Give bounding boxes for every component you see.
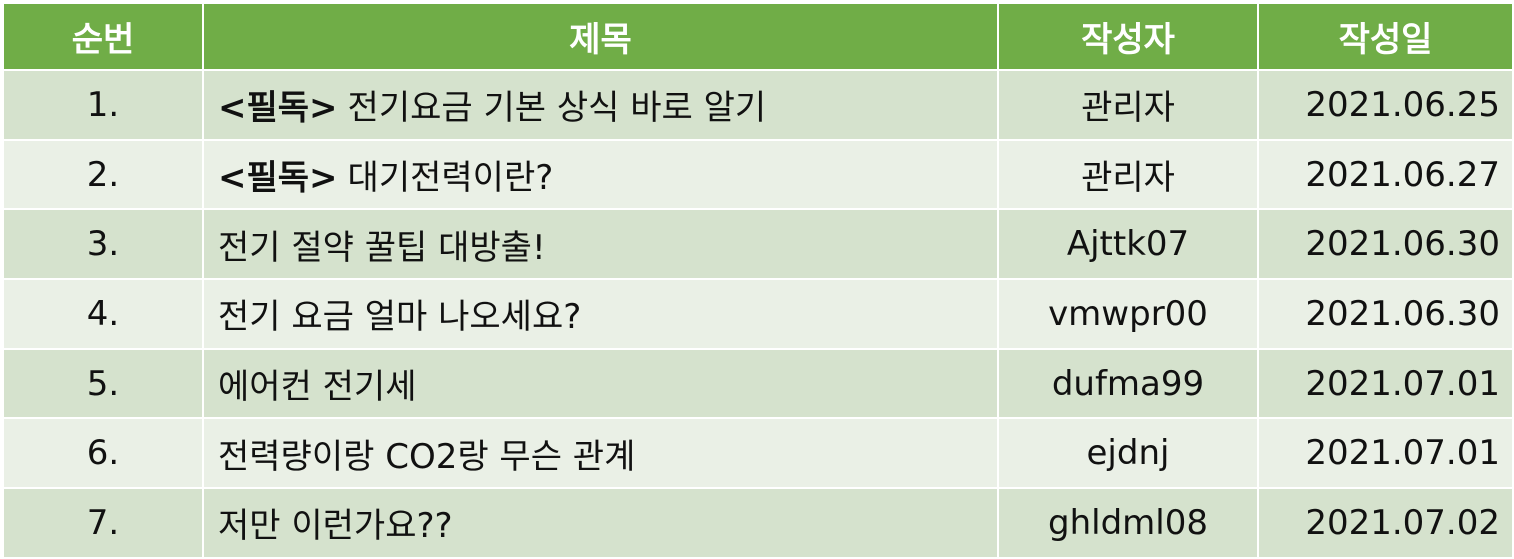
must-read-tag: <필독> (218, 158, 338, 199)
column-header-number[interactable]: 순번 (2, 2, 204, 71)
post-title-cell[interactable]: 전력량이랑 CO2랑 무슨 관계 (202, 417, 999, 490)
table-row[interactable]: 7. 저만 이런가요?? ghldml08 2021.07.02 (2, 487, 1514, 559)
column-header-author[interactable]: 작성자 (997, 2, 1259, 71)
post-title-cell[interactable]: <필독> 전기요금 기본 상식 바로 알기 (202, 69, 999, 141)
post-author: ejdnj (997, 417, 1259, 490)
post-number: 4. (2, 278, 204, 350)
column-header-title[interactable]: 제목 (202, 2, 999, 71)
post-title-cell[interactable]: <필독> 대기전력이란? (202, 138, 999, 211)
post-number: 2. (2, 138, 204, 211)
column-header-date[interactable]: 작성일 (1257, 2, 1514, 71)
post-title[interactable]: 전력량이랑 CO2랑 무슨 관계 (218, 436, 636, 477)
post-author: 관리자 (997, 69, 1259, 141)
post-date: 2021.06.30 (1257, 278, 1514, 350)
table-row[interactable]: 5. 에어컨 전기세 dufma99 2021.07.01 (2, 347, 1514, 420)
table-row[interactable]: 2. <필독> 대기전력이란? 관리자 2021.06.27 (2, 138, 1514, 211)
post-author: 관리자 (997, 138, 1259, 211)
table-row[interactable]: 6. 전력량이랑 CO2랑 무슨 관계 ejdnj 2021.07.01 (2, 417, 1514, 490)
post-number: 7. (2, 487, 204, 559)
post-title-cell[interactable]: 에어컨 전기세 (202, 347, 999, 420)
table-header-row: 순번 제목 작성자 작성일 (2, 2, 1514, 71)
post-date: 2021.07.02 (1257, 487, 1514, 559)
post-title[interactable]: 전기 절약 꿀팁 대방출! (218, 227, 546, 268)
post-date: 2021.07.01 (1257, 347, 1514, 420)
table-row[interactable]: 1. <필독> 전기요금 기본 상식 바로 알기 관리자 2021.06.25 (2, 69, 1514, 141)
post-date: 2021.07.01 (1257, 417, 1514, 490)
table-row[interactable]: 3. 전기 절약 꿀팁 대방출! Ajttk07 2021.06.30 (2, 208, 1514, 281)
post-author: dufma99 (997, 347, 1259, 420)
post-title[interactable]: 전기요금 기본 상식 바로 알기 (347, 88, 767, 129)
post-number: 5. (2, 347, 204, 420)
post-date: 2021.06.25 (1257, 69, 1514, 141)
post-title[interactable]: 저만 이런가요?? (218, 506, 453, 547)
post-author: vmwpr00 (997, 278, 1259, 350)
post-title-cell[interactable]: 저만 이런가요?? (202, 487, 999, 559)
post-title[interactable]: 전기 요금 얼마 나오세요? (218, 297, 582, 338)
post-number: 6. (2, 417, 204, 490)
post-title-cell[interactable]: 전기 절약 꿀팁 대방출! (202, 208, 999, 281)
post-number: 3. (2, 208, 204, 281)
post-date: 2021.06.30 (1257, 208, 1514, 281)
post-title-cell[interactable]: 전기 요금 얼마 나오세요? (202, 278, 999, 350)
post-author: Ajttk07 (997, 208, 1259, 281)
post-title[interactable]: 대기전력이란? (347, 158, 554, 199)
post-number: 1. (2, 69, 204, 141)
post-author: ghldml08 (997, 487, 1259, 559)
post-title[interactable]: 에어컨 전기세 (218, 367, 417, 408)
must-read-tag: <필독> (218, 88, 338, 129)
table-row[interactable]: 4. 전기 요금 얼마 나오세요? vmwpr00 2021.06.30 (2, 278, 1514, 350)
post-date: 2021.06.27 (1257, 138, 1514, 211)
